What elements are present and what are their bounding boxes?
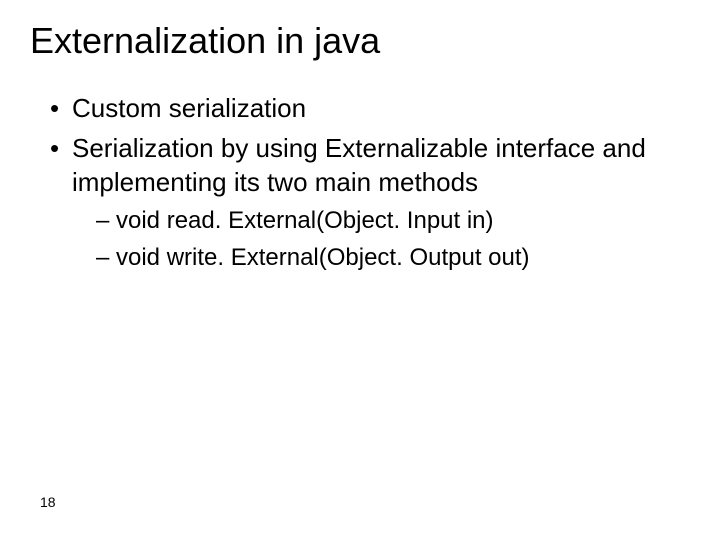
list-item-text: Serialization by using Externalizable in… — [72, 133, 646, 197]
slide-title: Externalization in java — [30, 20, 690, 62]
page-number: 18 — [40, 494, 56, 510]
list-item: void write. External(Object. Output out) — [96, 242, 690, 274]
bullet-list-level1: Custom serialization Serialization by us… — [30, 92, 690, 274]
bullet-list-level2: void read. External(Object. Input in) vo… — [72, 205, 690, 274]
list-item: Serialization by using Externalizable in… — [50, 132, 690, 274]
list-item: void read. External(Object. Input in) — [96, 205, 690, 237]
list-item: Custom serialization — [50, 92, 690, 126]
